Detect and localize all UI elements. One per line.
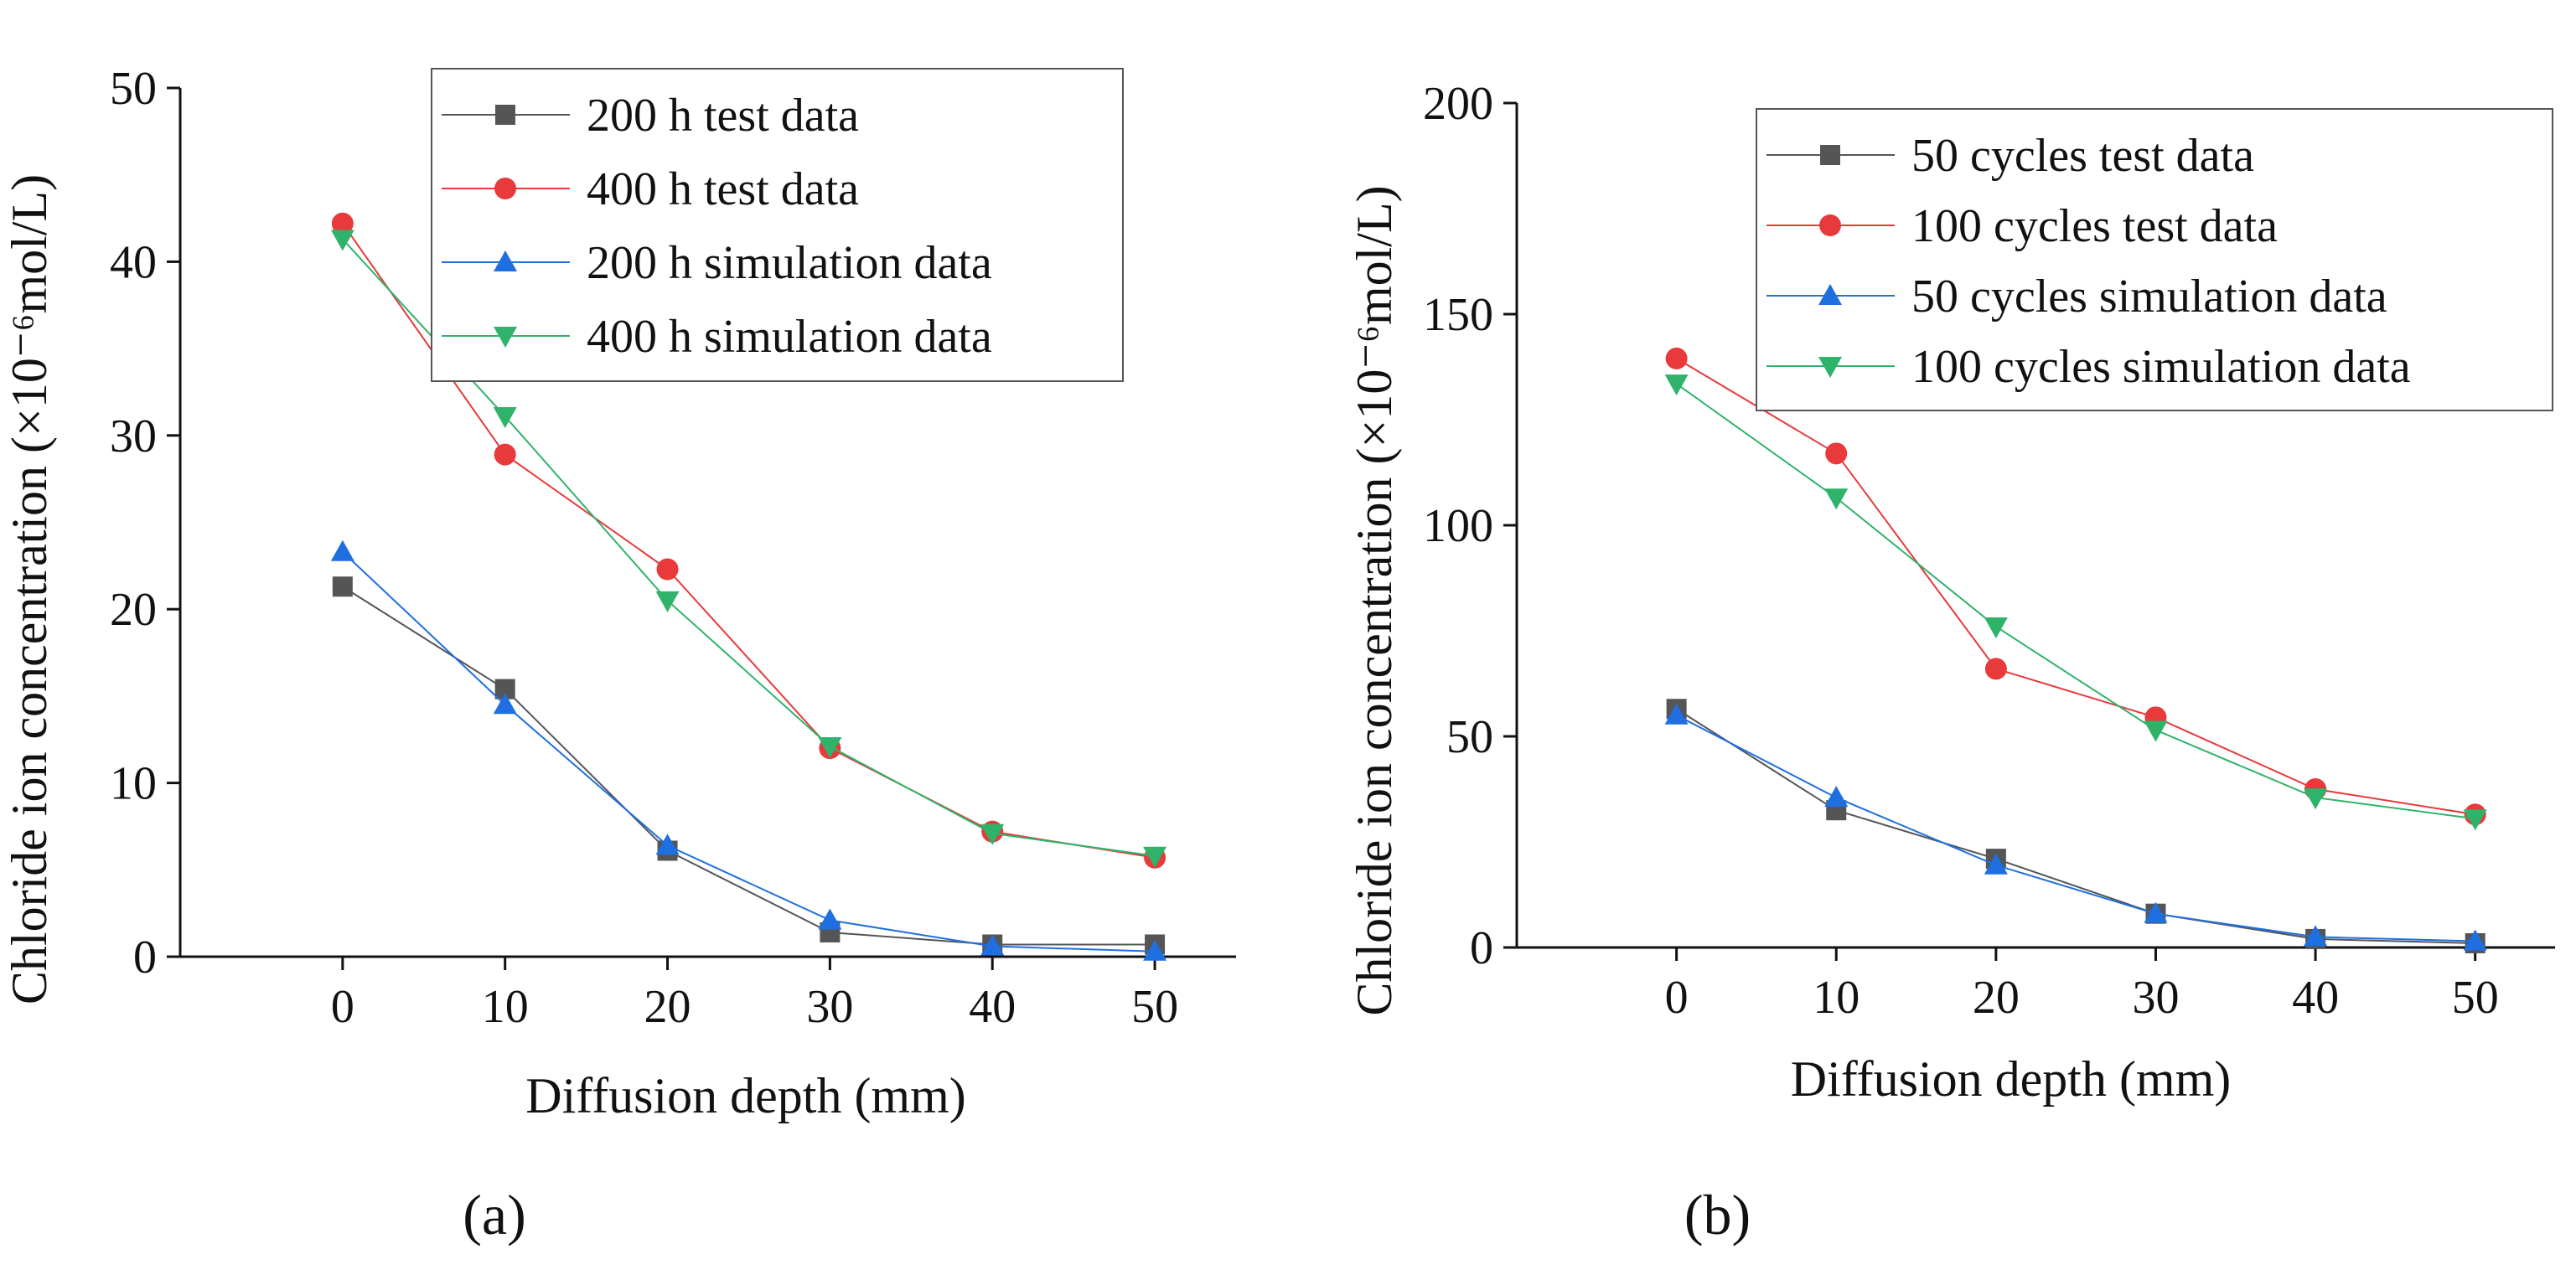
data-point-3-3 [2144, 720, 2168, 742]
data-point-2-2 [1984, 853, 2008, 875]
data-point-3-2 [1984, 617, 2008, 638]
data-point-2-2 [655, 834, 680, 855]
data-point-3-2 [655, 591, 680, 612]
data-point-2-0 [330, 539, 354, 561]
data-point-2-4 [2304, 925, 2328, 947]
x-tick-label: 50 [1131, 981, 1178, 1033]
data-point-3-4 [980, 823, 1005, 845]
legend-label-0: 50 cycles test data [1911, 130, 2254, 182]
y-tick-label: 20 [110, 584, 157, 636]
y-axis-label: Chloride ion concentration (×10⁻⁶mol/L) [1347, 185, 1402, 1015]
x-tick-label: 30 [2132, 972, 2179, 1024]
data-point-3-5 [2463, 809, 2487, 831]
y-tick-label: 10 [110, 758, 157, 810]
series-line-3 [342, 238, 1156, 857]
data-point-3-0 [330, 230, 354, 251]
data-point-1-2 [656, 558, 679, 581]
y-tick-label: 50 [1446, 711, 1493, 763]
chart-panel-a: 0 10 20 30 40 50 0 10 20 30 40 50 Diffusion depth (m… [2, 63, 1236, 1247]
y-tick-label: 100 [1423, 500, 1493, 552]
data-point-3-3 [818, 737, 842, 759]
panel-label: (a) [463, 1183, 525, 1247]
series-line-1 [342, 223, 1156, 859]
y-tick-label: 30 [110, 410, 157, 462]
legend-label-2: 50 cycles simulation data [1911, 271, 2387, 323]
x-tick-label: 40 [969, 981, 1016, 1033]
data-point-3-1 [493, 406, 517, 428]
y-tick-label: 150 [1423, 289, 1493, 341]
series-line-0 [342, 586, 1156, 946]
legend-box [1756, 108, 2553, 411]
x-tick-label: 20 [1973, 972, 2020, 1024]
legend-marker-1 [494, 178, 516, 199]
y-tick-label: 0 [133, 932, 157, 983]
data-point-2-0 [1664, 703, 1689, 725]
data-point-1-2 [1984, 658, 2007, 680]
legend: 200 h test data 400 h test data 200 h simu… [431, 68, 1124, 382]
legend-marker-0 [1820, 145, 1840, 165]
legend-label-1: 100 cycles test data [1911, 200, 2278, 252]
y-tick-label: 0 [1470, 922, 1493, 974]
data-point-2-3 [2144, 901, 2168, 923]
data-point-2-5 [1143, 939, 1167, 961]
data-point-3-0 [1664, 374, 1689, 396]
legend-label-2: 200 h simulation data [587, 237, 992, 289]
legend-label-1: 400 h test data [587, 163, 859, 215]
data-point-2-3 [818, 908, 842, 930]
legend-label-3: 400 h simulation data [587, 311, 992, 363]
x-tick-label: 10 [482, 981, 529, 1033]
legend-marker-3 [494, 327, 517, 348]
series-line-3 [1676, 383, 2475, 820]
x-tick-label: 50 [2452, 972, 2499, 1024]
data-point-2-1 [493, 693, 517, 715]
data-point-3-4 [2304, 788, 2328, 810]
data-point-1-0 [1665, 347, 1688, 369]
data-point-2-4 [980, 934, 1005, 956]
chart-panel-b: 0 10 20 30 40 50 0 50 100 150 200 Diffusion depth (… [1347, 78, 2555, 1247]
legend-marker-2 [494, 250, 517, 271]
data-point-3-1 [1824, 488, 1849, 510]
y-tick-label: 50 [110, 63, 157, 115]
x-tick-label: 10 [1813, 972, 1860, 1024]
y-tick-label: 40 [110, 236, 157, 288]
legend: 50 cycles test data 100 cycles test data 5… [1756, 108, 2553, 411]
x-tick-label: 40 [2292, 972, 2339, 1024]
legend-label-3: 100 cycles simulation data [1911, 341, 2411, 393]
series-line-1 [1676, 358, 2475, 816]
panel-label: (b) [1684, 1183, 1751, 1247]
legend-marker-2 [1818, 284, 1842, 305]
series-line-0 [1676, 708, 2475, 944]
y-tick-label: 200 [1423, 78, 1493, 130]
data-point-1-0 [331, 212, 354, 235]
data-point-1-1 [494, 443, 516, 466]
x-tick-label: 0 [331, 981, 354, 1033]
data-point-1-1 [1825, 442, 1848, 465]
x-axis-label: Diffusion depth (mm) [525, 1068, 966, 1123]
x-tick-label: 0 [1665, 972, 1689, 1024]
x-tick-label: 30 [806, 981, 853, 1033]
x-tick-label: 20 [644, 981, 691, 1033]
series-line-2 [1676, 714, 2475, 942]
data-point-3-5 [1143, 846, 1167, 868]
legend-marker-3 [1818, 357, 1842, 378]
y-axis-label: Chloride ion concentration (×10⁻⁶mol/L) [2, 174, 57, 1004]
data-point-2-5 [2463, 929, 2487, 951]
legend-box [431, 68, 1124, 382]
legend-marker-0 [495, 105, 515, 125]
series-line-2 [342, 551, 1156, 952]
legend-label-0: 200 h test data [587, 90, 859, 142]
legend-marker-1 [1819, 214, 1841, 236]
x-axis-label: Diffusion depth (mm) [1791, 1051, 2232, 1107]
data-point-2-1 [1824, 786, 1849, 808]
data-point-0-0 [332, 576, 353, 597]
